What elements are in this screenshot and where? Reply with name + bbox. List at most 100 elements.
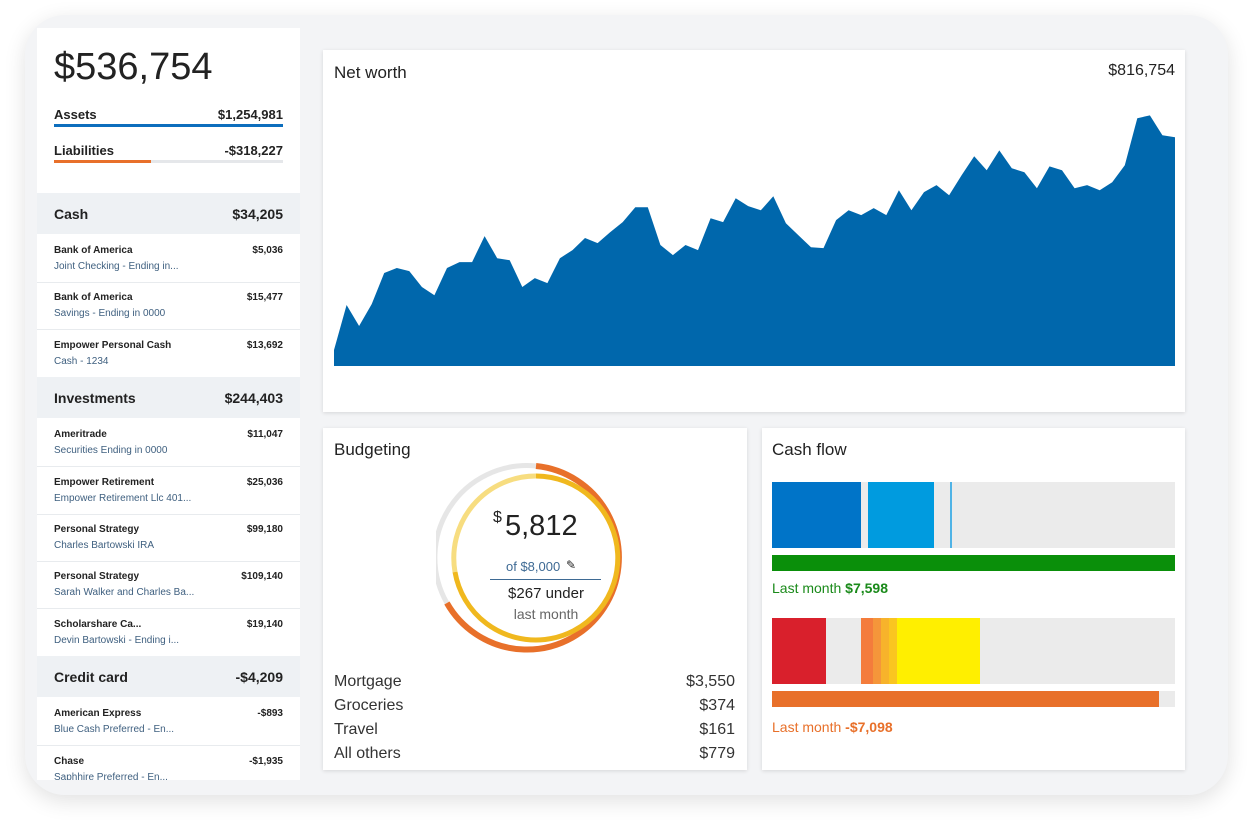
section-header: Credit card -$4,209 <box>37 656 300 698</box>
section-total: -$4,209 <box>235 669 283 686</box>
account-detail: Saphhire Preferred - En... <box>54 771 168 780</box>
account-detail: Devin Bartowski - Ending i... <box>54 634 180 646</box>
edit-icon[interactable]: ✎ <box>566 558 577 572</box>
budget-amount: $161 <box>699 721 735 738</box>
ring-inner-light <box>451 473 537 573</box>
app-frame: $536,754 Assets $1,254,981 Liabilities -… <box>25 15 1228 795</box>
ring-track <box>436 463 537 605</box>
expense-summary: Last month -$7,098 <box>772 719 893 735</box>
account-name: Personal Strategy <box>54 571 140 583</box>
ring-inner <box>452 473 621 643</box>
ring-outer <box>444 463 622 653</box>
account-row[interactable]: Empower Retirement Empower Retirement Llc… <box>37 467 300 515</box>
account-value: $109,140 <box>241 571 283 583</box>
account-row[interactable]: Empower Personal Cash Cash - 1234 $13,692 <box>37 330 300 378</box>
income-value: $7,598 <box>845 580 888 596</box>
budget-period: last month <box>513 606 579 622</box>
accounts-sidebar: $536,754 Assets $1,254,981 Liabilities -… <box>37 28 300 780</box>
account-detail: Cash - 1234 <box>54 355 109 367</box>
account-row[interactable]: Scholarshare Ca... Devin Bartowski - Endi… <box>37 609 300 657</box>
account-row[interactable]: Ameritrade Securities Ending in 0000 $11,0… <box>37 419 300 468</box>
account-detail: Charles Bartowski IRA <box>54 540 155 551</box>
budget-category: Groceries <box>334 697 404 714</box>
section-name: Credit card <box>54 669 128 686</box>
liabilities-label: Liabilities <box>54 143 114 158</box>
account-value: $25,036 <box>246 476 283 488</box>
expense-segment <box>897 618 980 684</box>
net-worth-area <box>334 115 1175 366</box>
expense-segment <box>772 618 826 684</box>
account-value: $11,047 <box>247 429 283 441</box>
income-bar <box>772 555 1175 571</box>
account-name: Bank of America <box>54 292 133 304</box>
liabilities-value: -$318,227 <box>224 143 283 158</box>
account-detail: Empower Retirement Llc 401... <box>54 492 192 504</box>
expense-segment <box>881 618 889 684</box>
expense-segment <box>889 618 897 684</box>
account-value: $13,692 <box>246 339 283 351</box>
assets-value: $1,254,981 <box>217 107 283 122</box>
account-detail: Blue Cash Preferred - En... <box>54 724 175 736</box>
account-name: Empower Retirement <box>54 476 155 488</box>
currency-symbol: $ <box>493 509 502 526</box>
card-title: Budgeting <box>334 440 411 459</box>
budget-total: of $8,000 <box>506 559 561 574</box>
account-name: Chase <box>54 755 85 767</box>
account-row[interactable]: Bank of America Joint Checking - Ending i… <box>37 235 300 283</box>
expense-value: -$7,098 <box>845 719 893 735</box>
income-segment <box>950 482 952 548</box>
budget-amount: $374 <box>699 697 735 714</box>
account-name: Personal Strategy <box>54 524 140 535</box>
income-segment <box>772 482 861 548</box>
expense-segment <box>873 618 881 684</box>
net-worth-value: $816,754 <box>1108 62 1175 79</box>
account-detail: Securities Ending in 0000 <box>54 445 168 457</box>
assets-label: Assets <box>54 107 97 122</box>
account-row[interactable]: Bank of America Savings - Ending in 0000 $… <box>37 282 300 331</box>
section-name: Investments <box>54 390 136 407</box>
budget-category: Travel <box>334 721 378 738</box>
account-value: $15,477 <box>246 292 283 304</box>
account-value: $99,180 <box>246 524 283 535</box>
account-row[interactable]: American Express Blue Cash Preferred - En… <box>37 698 300 747</box>
budget-amount: $3,550 <box>686 673 735 690</box>
divider <box>490 579 601 580</box>
assets-bar <box>54 124 283 127</box>
account-name: Scholarshare Ca... <box>54 618 142 630</box>
liabilities-bar <box>54 160 151 163</box>
expense-segment <box>861 618 873 684</box>
account-name: Empower Personal Cash <box>54 339 172 351</box>
section-total: $244,403 <box>224 390 283 407</box>
income-summary: Last month $7,598 <box>772 580 888 596</box>
net-worth-card: Net worth $816,754 <box>323 50 1185 412</box>
card-title: Cash flow <box>772 440 847 459</box>
budget-amount: $779 <box>699 745 735 762</box>
account-row[interactable]: Personal Strategy Charles Bartowski IRA $9… <box>37 514 300 562</box>
account-row[interactable]: Chase Saphhire Preferred - En... -$1,935 <box>37 746 300 780</box>
budget-difference: $267 under <box>508 585 584 602</box>
expense-label: Last month <box>772 719 842 735</box>
card-title: Net worth <box>334 63 407 82</box>
budgeting-card: Budgeting $ 5,812 of $8,000 ✎ $267 under… <box>323 428 747 770</box>
liabilities-track <box>54 160 283 163</box>
account-detail: Sarah Walker and Charles Ba... <box>54 587 195 599</box>
account-name: Ameritrade <box>54 429 107 441</box>
account-detail: Savings - Ending in 0000 <box>54 308 166 320</box>
net-worth-total: $536,754 <box>54 46 213 88</box>
cash-flow-card: Cash flow Last month $7,598 Last month -… <box>762 428 1185 770</box>
section-name: Cash <box>54 206 89 222</box>
spent-amount: 5,812 <box>505 510 578 542</box>
account-row[interactable]: Personal Strategy Sarah Walker and Charle… <box>37 561 300 610</box>
account-value: $5,036 <box>252 245 283 256</box>
account-name: Bank of America <box>54 245 133 256</box>
account-value: -$893 <box>257 708 283 720</box>
account-value: -$1,935 <box>249 755 283 767</box>
budget-ring <box>436 463 622 653</box>
section-header: Investments $244,403 <box>37 377 300 419</box>
account-detail: Joint Checking - Ending in... <box>54 261 179 272</box>
income-label: Last month <box>772 580 842 596</box>
budget-category: Mortgage <box>334 673 402 690</box>
expense-bar <box>772 691 1159 707</box>
account-value: $19,140 <box>246 618 283 630</box>
